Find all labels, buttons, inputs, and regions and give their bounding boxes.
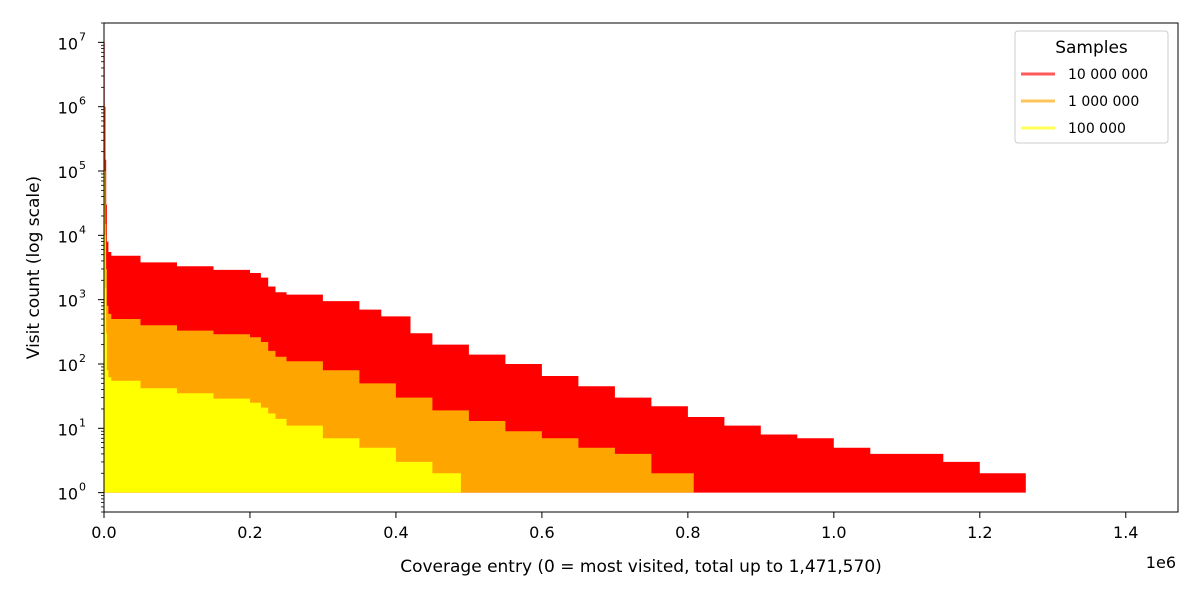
legend-entry: 100 000 <box>1068 121 1126 137</box>
y-tick-label: 10 <box>58 420 78 439</box>
series-area-2 <box>104 171 461 493</box>
x-offset-label: 1e6 <box>1146 553 1176 572</box>
y-tick-exponent: 6 <box>79 95 86 108</box>
y-tick-label: 10 <box>58 163 78 182</box>
y-tick-exponent: 4 <box>79 223 86 236</box>
legend-items: 10 000 000 1 000 000 100 000 <box>1021 67 1148 137</box>
y-tick-exponent: 7 <box>79 30 86 43</box>
x-tick-label: 0.2 <box>237 523 262 542</box>
x-tick-label: 0.6 <box>529 523 554 542</box>
x-axis-label: Coverage entry (0 = most visited, total … <box>400 557 882 577</box>
y-tick-exponent: 1 <box>79 416 86 429</box>
x-tick-label: 0.8 <box>675 523 700 542</box>
legend-title: Samples <box>1055 38 1128 58</box>
x-axis: 0.0 0.2 0.4 0.6 0.8 1.0 1.2 1.4 <box>91 512 1138 542</box>
x-tick-label: 0.4 <box>383 523 408 542</box>
series-areas <box>104 42 1026 493</box>
legend-entry: 10 000 000 <box>1068 67 1148 83</box>
plot-frame <box>103 22 1179 513</box>
y-axis-label: Visit count (log scale) <box>24 176 44 359</box>
y-tick-label: 10 <box>58 34 78 53</box>
y-tick-label: 10 <box>58 99 78 118</box>
x-tick-label: 0.0 <box>91 523 116 542</box>
y-tick-exponent: 2 <box>79 352 86 365</box>
legend: Samples 10 000 000 1 000 000 100 000 <box>1014 30 1169 144</box>
y-tick-label: 10 <box>58 485 78 504</box>
y-tick-label: 10 <box>58 356 78 375</box>
y-tick-exponent: 0 <box>79 481 86 494</box>
y-tick-exponent: 3 <box>79 288 86 301</box>
legend-box <box>1014 30 1169 144</box>
y-tick-label: 10 <box>58 227 78 246</box>
x-tick-label: 1.0 <box>821 523 846 542</box>
x-tick-label: 1.4 <box>1113 523 1138 542</box>
y-tick-label: 10 <box>58 292 78 311</box>
x-tick-label: 1.2 <box>967 523 992 542</box>
series-area-1 <box>104 106 694 493</box>
y-tick-exponent: 5 <box>79 159 86 172</box>
legend-entry: 1 000 000 <box>1068 94 1139 110</box>
